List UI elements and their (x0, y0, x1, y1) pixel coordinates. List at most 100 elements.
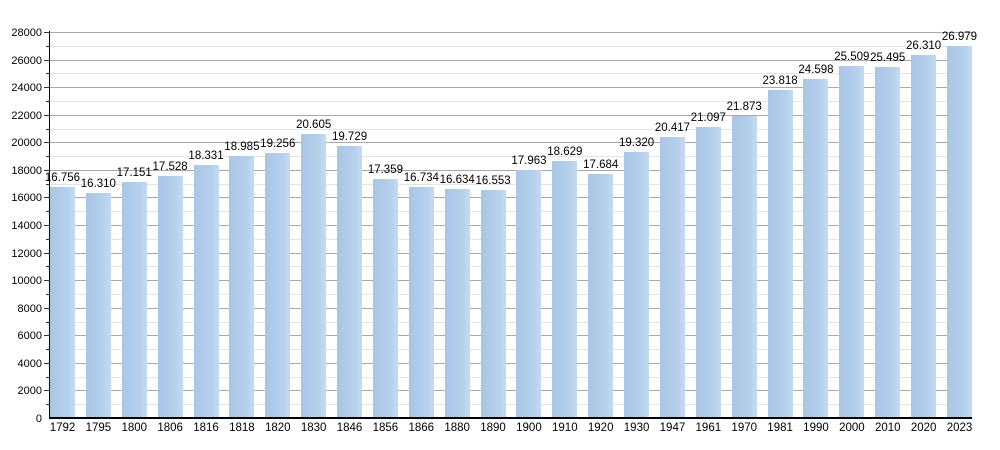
bar (624, 151, 650, 418)
x-axis-label: 1880 (444, 422, 470, 434)
bar (121, 181, 147, 418)
y-major-tick (44, 32, 50, 33)
bar (337, 146, 363, 418)
bar (875, 66, 901, 418)
y-major-tick (44, 225, 50, 226)
bar-value-label: 24.598 (798, 63, 834, 76)
bar (157, 176, 183, 418)
h-gridline-minor (50, 266, 972, 268)
h-gridline-minor (50, 156, 972, 158)
bar (229, 156, 255, 418)
h-gridline-major (50, 252, 972, 254)
bar-value-label: 25.495 (870, 51, 906, 64)
bar-value-label: 19.729 (331, 131, 368, 144)
bar (767, 89, 793, 418)
bar-value-label: 21.097 (690, 112, 726, 125)
x-axis-label: 1900 (516, 422, 542, 434)
h-gridline-major (50, 335, 972, 337)
bar-value-label: 17.528 (152, 161, 188, 174)
y-axis-label: 18000 (11, 164, 42, 177)
x-axis-label: 1910 (552, 422, 578, 434)
x-axis-label: 2023 (946, 422, 973, 434)
y-minor-tick (46, 404, 50, 406)
x-axis-label: 1830 (300, 422, 327, 434)
y-minor-tick (46, 45, 50, 47)
y-minor-tick (46, 100, 50, 102)
h-gridline-minor (50, 293, 972, 295)
y-minor-tick (46, 321, 50, 323)
h-gridline-major (50, 362, 972, 364)
y-major-tick (44, 169, 50, 171)
x-axis-label: 1930 (623, 422, 650, 434)
bar-value-label: 16.734 (403, 172, 439, 185)
y-minor-tick (46, 73, 50, 75)
bar (659, 136, 685, 418)
bar (516, 170, 542, 418)
x-axis-label: 1846 (336, 422, 363, 434)
bar-value-label: 17.684 (583, 159, 619, 172)
y-axis-label: 10000 (11, 275, 42, 288)
bar (480, 189, 506, 418)
h-gridline-minor (50, 349, 972, 351)
h-gridline-major (50, 142, 972, 144)
x-axis-label: 1920 (587, 422, 614, 434)
bar-value-label: 16.553 (475, 174, 511, 187)
h-gridline-minor (50, 238, 972, 240)
x-axis-label: 1961 (695, 422, 722, 434)
h-gridline-minor (50, 73, 972, 75)
y-major-tick (44, 390, 50, 392)
bar-value-label: 18.985 (224, 141, 260, 154)
x-axis-label: 1890 (480, 422, 506, 434)
bar-value-label: 19.320 (618, 136, 655, 149)
h-gridline-major (50, 307, 972, 309)
h-gridline-minor (50, 100, 972, 102)
h-gridline-major (50, 87, 972, 89)
bar (695, 127, 721, 418)
y-major-tick (44, 114, 50, 116)
y-minor-tick (46, 238, 50, 240)
bar (947, 46, 972, 418)
y-major-tick (44, 197, 50, 199)
bar-value-label: 17.359 (367, 163, 403, 176)
y-major-tick (44, 142, 50, 144)
x-axis-label: 1970 (731, 422, 758, 434)
bar-value-label: 21.873 (726, 101, 762, 114)
x-axis-label: 1856 (372, 422, 399, 434)
h-gridline-minor (50, 45, 972, 47)
x-axis-label: 2010 (874, 422, 901, 434)
h-gridline-major (50, 225, 972, 226)
bar-value-label: 18.331 (188, 150, 224, 163)
bar (50, 187, 75, 418)
h-gridline-minor (50, 183, 972, 185)
y-axis-label: 28000 (11, 27, 42, 39)
y-axis-label: 6000 (17, 330, 42, 343)
y-axis-label: 24000 (11, 82, 42, 95)
x-axis-label: 1816 (193, 422, 219, 434)
y-axis-label: 20000 (11, 137, 42, 150)
bar (265, 152, 291, 418)
h-gridline-major (50, 114, 972, 116)
x-axis-label: 1981 (767, 422, 793, 434)
bar-value-label: 17.963 (511, 155, 547, 168)
y-minor-tick (46, 211, 50, 213)
x-axis-label: 1866 (408, 422, 435, 434)
bar (839, 66, 865, 418)
y-axis-label: 22000 (11, 109, 42, 122)
x-axis-label: 2000 (839, 422, 865, 434)
bar-value-label: 26.979 (941, 31, 978, 44)
y-major-tick (44, 335, 50, 337)
y-minor-tick (46, 128, 50, 130)
h-gridline-minor (50, 128, 972, 130)
x-axis-label: 1806 (157, 422, 183, 434)
bar (911, 55, 937, 418)
y-axis-label: 16000 (11, 192, 42, 205)
h-gridline-major (50, 169, 972, 171)
bar-value-label: 25.509 (834, 51, 870, 64)
h-gridline-major (50, 59, 972, 61)
x-axis-label: 1795 (85, 422, 112, 434)
y-minor-tick (46, 183, 50, 185)
bar (372, 178, 398, 418)
y-minor-tick (46, 349, 50, 351)
bar (408, 187, 434, 418)
